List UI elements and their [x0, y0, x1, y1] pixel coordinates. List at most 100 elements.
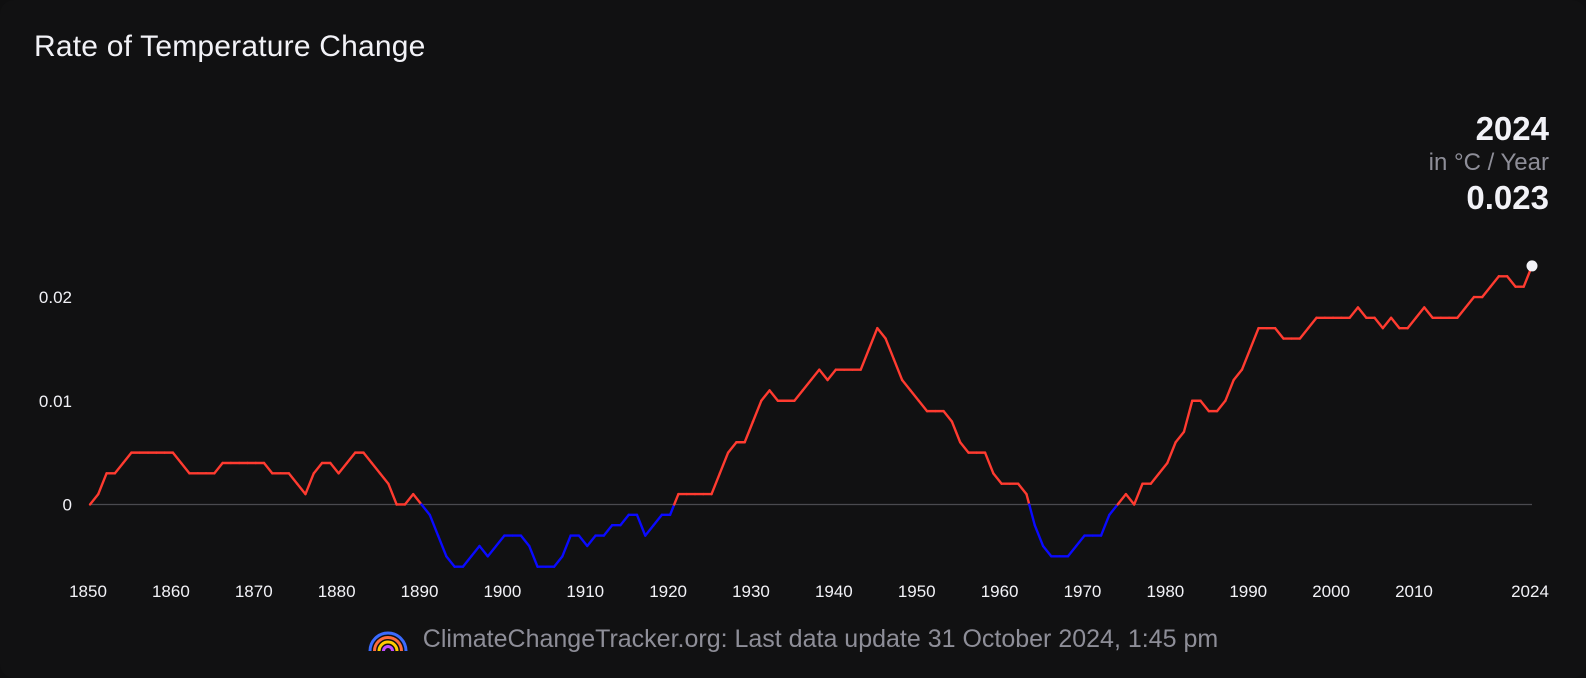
series-segment: [1389, 316, 1401, 330]
series-segment: [378, 472, 390, 485]
series-segment: [743, 420, 755, 444]
series-segment: [1505, 275, 1517, 288]
series-segment: [171, 451, 183, 465]
footer: ClimateChangeTracker.org: Last data upda…: [0, 625, 1586, 660]
series-segment: [1066, 544, 1078, 558]
series-segment: [1273, 326, 1285, 340]
series-segment: [768, 389, 780, 402]
x-tick-label: 1950: [898, 582, 936, 601]
series-segment: [826, 368, 838, 382]
x-tick-label: 1880: [318, 582, 356, 601]
series-segment: [751, 399, 763, 423]
series-segment: [1174, 430, 1186, 444]
series-segment: [1199, 399, 1210, 413]
x-tick-label: 1910: [566, 582, 604, 601]
series-segment: [644, 524, 655, 537]
series-segment: [909, 389, 920, 402]
series-segment: [1356, 306, 1368, 319]
series-segment: [329, 461, 340, 475]
x-tick-label: 2024: [1511, 582, 1549, 601]
series-segment: [1116, 492, 1128, 506]
series-segment: [345, 451, 357, 465]
series-segment: [88, 492, 100, 506]
series-segment: [710, 472, 722, 496]
x-tick-label: 1980: [1146, 582, 1184, 601]
series-segment: [420, 503, 431, 517]
series-segment: [470, 544, 481, 558]
series-segment: [362, 451, 373, 465]
series-segment: [917, 399, 929, 413]
chart-title: Rate of Temperature Change: [34, 30, 426, 63]
series-segment: [528, 544, 539, 568]
x-tick-label: 1970: [1064, 582, 1102, 601]
series-segment: [436, 534, 448, 558]
series-segment: [867, 326, 879, 351]
series-segment: [519, 534, 531, 548]
readout-unit: in °C / Year: [1428, 149, 1549, 176]
series-segment: [809, 368, 821, 382]
series-segment: [673, 492, 680, 506]
y-tick-label: 0.02: [39, 288, 72, 307]
series-segment: [1166, 441, 1177, 465]
series-segment: [337, 461, 349, 475]
series-segment: [619, 513, 630, 527]
series-segment: [1423, 306, 1434, 319]
current-value-readout: 2024 in °C / Year 0.023: [1429, 110, 1549, 218]
series-segment: [1124, 492, 1136, 506]
series-segment: [726, 441, 738, 454]
series-segment: [412, 492, 423, 506]
series-segment: [1033, 524, 1045, 548]
series-segment: [1406, 316, 1418, 330]
series-segment: [602, 524, 614, 537]
series-segment: [859, 347, 871, 371]
series-segment: [179, 461, 191, 475]
series-segment: [1074, 534, 1086, 548]
series-segment: [942, 409, 954, 423]
series-segment: [287, 472, 299, 485]
series-segment: [387, 482, 398, 506]
series-segment: [876, 326, 887, 340]
series-segment: [668, 503, 676, 517]
series-segment: [494, 534, 506, 548]
series-segment: [1016, 482, 1028, 496]
series-segment: [983, 451, 995, 475]
readout-value: 0.023: [1466, 179, 1549, 216]
series-segment: [1307, 316, 1318, 330]
series-segment: [577, 534, 589, 548]
series-segment: [121, 451, 133, 465]
series-segment: [113, 461, 125, 475]
x-tick-label: 2000: [1312, 582, 1350, 601]
series-segment: [635, 513, 647, 537]
series-segment: [958, 441, 970, 454]
series-segment: [900, 378, 912, 392]
series-segment: [801, 378, 813, 392]
series-segment: [1133, 482, 1144, 506]
series-segment: [1456, 306, 1467, 319]
series-segment: [213, 461, 224, 475]
series-segment: [1099, 513, 1111, 537]
series-segment: [884, 337, 896, 361]
series-segment: [304, 472, 315, 496]
series-segment: [1041, 544, 1053, 558]
series-segment: [1240, 347, 1252, 371]
series-segment: [428, 513, 440, 537]
series-segment: [992, 472, 1003, 485]
series-segment: [718, 451, 730, 475]
series-segment: [486, 544, 498, 558]
series-segment: [1182, 399, 1194, 434]
series-segment: [1025, 492, 1031, 506]
series-segment: [97, 472, 108, 496]
x-tick-label: 1870: [235, 582, 273, 601]
series-segment: [1108, 503, 1119, 517]
series-segment: [403, 492, 415, 506]
x-tick-label: 1920: [649, 582, 687, 601]
series-segment: [1381, 316, 1393, 330]
x-tick-label: 1990: [1229, 582, 1267, 601]
series-segment: [1373, 316, 1385, 330]
rainbow-logo-icon: [368, 627, 408, 660]
series-segment: [793, 389, 804, 402]
series-segment: [1149, 472, 1161, 485]
latest-value-marker: [1526, 260, 1538, 272]
